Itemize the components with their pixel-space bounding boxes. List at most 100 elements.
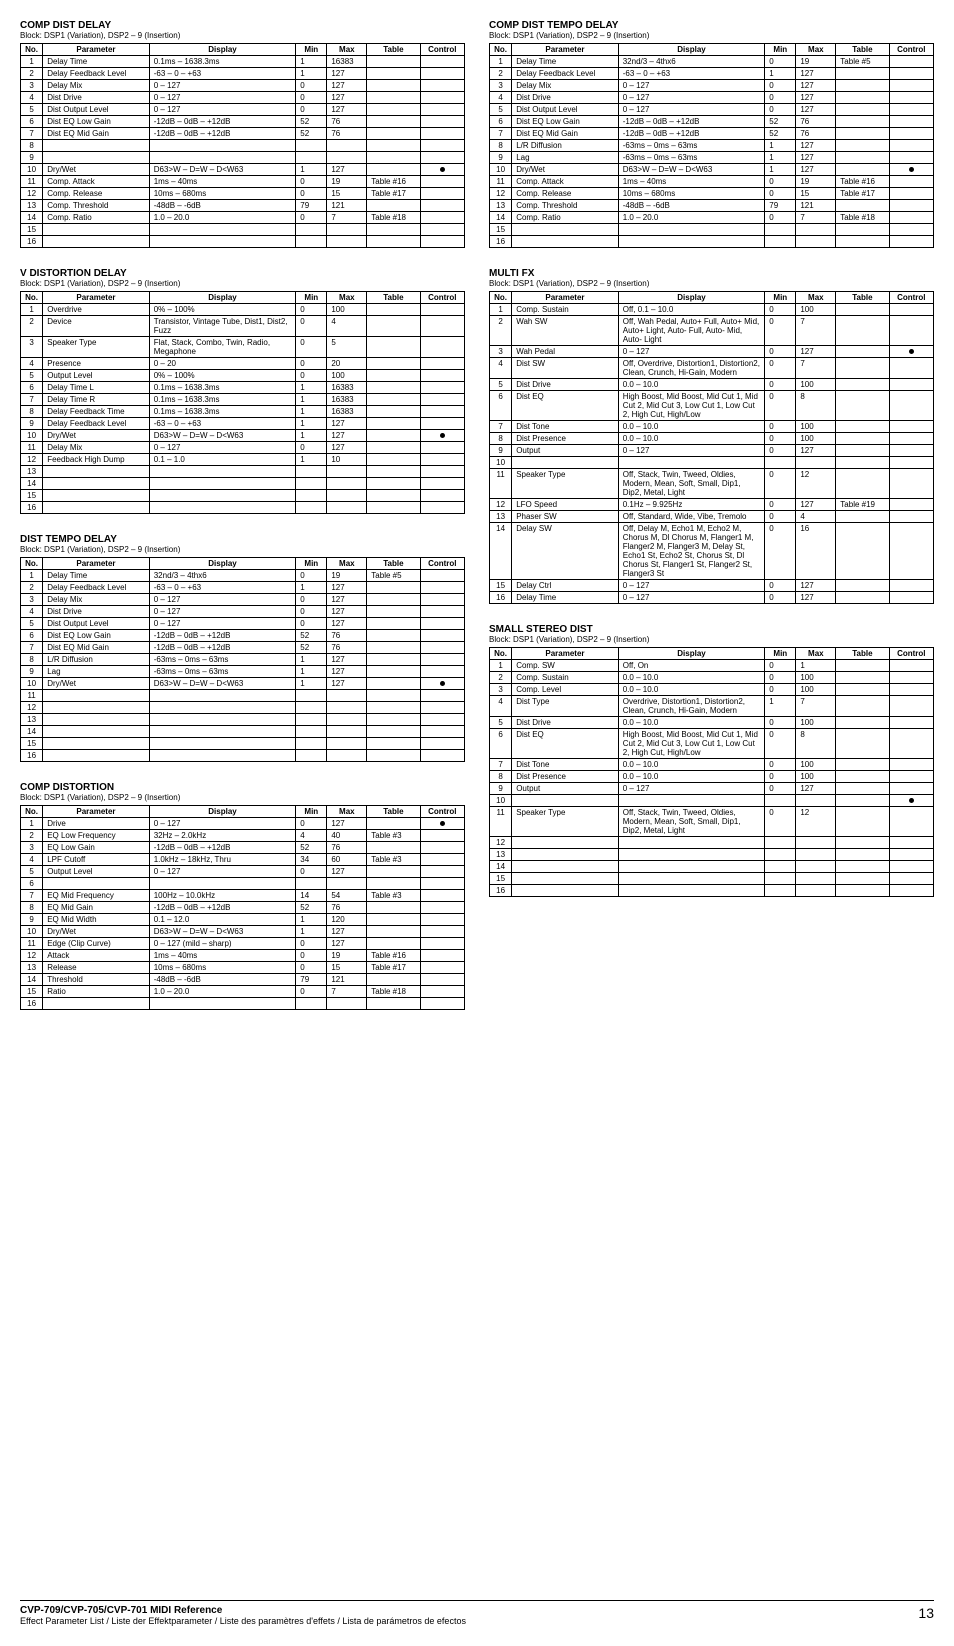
table-cell: 3 <box>21 337 43 358</box>
table-row: 10Dry/WetD63>W – D=W – D<W631127 <box>21 926 465 938</box>
table-row: 4Presence0 – 20020 <box>21 358 465 370</box>
table-cell: 7 <box>490 759 512 771</box>
table-row: 2Wah SWOff, Wah Pedal, Auto+ Full, Auto+… <box>490 316 934 346</box>
table-cell: 76 <box>327 630 367 642</box>
table-cell <box>889 391 933 421</box>
table-cell: 0.0 – 10.0 <box>618 672 765 684</box>
column-header: Display <box>618 44 765 56</box>
table-cell: 0 <box>296 618 327 630</box>
table-cell: 0 <box>296 337 327 358</box>
table-cell <box>420 866 464 878</box>
table-cell: 11 <box>21 690 43 702</box>
table-cell <box>618 457 765 469</box>
table-cell: 100Hz – 10.0kHz <box>149 890 296 902</box>
table-cell <box>420 738 464 750</box>
table-cell <box>43 224 150 236</box>
table-cell: 0 <box>765 104 796 116</box>
table-cell <box>420 702 464 714</box>
table-cell <box>296 998 327 1010</box>
column-header: Max <box>796 648 836 660</box>
table-cell: 76 <box>327 642 367 654</box>
table-row: 6Dist EQ Low Gain-12dB – 0dB – +12dB5276 <box>21 116 465 128</box>
table-cell <box>889 68 933 80</box>
table-row: 10 <box>490 457 934 469</box>
table-cell <box>836 592 889 604</box>
table-cell: 121 <box>327 200 367 212</box>
table-row: 11Speaker TypeOff, Stack, Twin, Tweed, O… <box>490 807 934 837</box>
table-cell: -12dB – 0dB – +12dB <box>149 842 296 854</box>
table-cell <box>296 750 327 762</box>
table-cell: 1 <box>765 140 796 152</box>
table-cell <box>296 152 327 164</box>
table-cell <box>836 771 889 783</box>
column-header: Parameter <box>43 558 150 570</box>
table-cell <box>43 878 150 890</box>
table-row: 1Comp. SustainOff, 0.1 – 10.00100 <box>490 304 934 316</box>
table-cell: Dist EQ <box>512 729 619 759</box>
table-cell: Output Level <box>43 370 150 382</box>
table-cell: 16 <box>490 236 512 248</box>
table-cell <box>836 885 889 897</box>
table-cell: 0 <box>765 684 796 696</box>
page-number: 13 <box>918 1605 934 1621</box>
table-cell: 0 – 127 <box>618 445 765 457</box>
table-cell: Off, 0.1 – 10.0 <box>618 304 765 316</box>
table-cell <box>149 878 296 890</box>
table-cell: Comp. Release <box>43 188 150 200</box>
table-cell: Table #17 <box>367 962 420 974</box>
table-cell: High Boost, Mid Boost, Mid Cut 1, Mid Cu… <box>618 729 765 759</box>
table-row: 13Comp. Threshold-48dB – -6dB79121 <box>21 200 465 212</box>
table-cell: 1 <box>21 818 43 830</box>
column-header: No. <box>490 44 512 56</box>
table-cell <box>367 304 420 316</box>
table-row: 12Feedback High Dump0.1 – 1.0110 <box>21 454 465 466</box>
table-cell: 5 <box>490 104 512 116</box>
table-cell <box>367 337 420 358</box>
table-cell: Presence <box>43 358 150 370</box>
table-cell: Dist Drive <box>512 379 619 391</box>
table-cell: Device <box>43 316 150 337</box>
table-cell <box>889 176 933 188</box>
table-cell <box>836 837 889 849</box>
table-cell: 127 <box>327 164 367 176</box>
table-cell <box>836 660 889 672</box>
table-cell <box>367 80 420 92</box>
table-cell: 52 <box>296 842 327 854</box>
table-cell: Delay Mix <box>43 594 150 606</box>
table-row: 3Delay Mix0 – 1270127 <box>21 594 465 606</box>
table-cell: 52 <box>296 128 327 140</box>
table-cell: 7 <box>796 212 836 224</box>
table-cell: Off, Overdrive, Distortion1, Distortion2… <box>618 358 765 379</box>
table-row: 10Dry/WetD63>W – D=W – D<W631127 <box>21 164 465 176</box>
table-cell: 121 <box>327 974 367 986</box>
table-cell: 15 <box>21 986 43 998</box>
table-cell <box>420 594 464 606</box>
table-cell: 10ms – 680ms <box>618 188 765 200</box>
table-cell <box>889 771 933 783</box>
table-cell: Table #16 <box>367 176 420 188</box>
table-cell: 20 <box>327 358 367 370</box>
table-cell: 0 <box>765 592 796 604</box>
table-cell <box>327 998 367 1010</box>
table-row: 6Delay Time L0.1ms – 1638.3ms116383 <box>21 382 465 394</box>
table-row: 8L/R Diffusion-63ms – 0ms – 63ms1127 <box>21 654 465 666</box>
column-header: Display <box>149 292 296 304</box>
table-cell: Speaker Type <box>43 337 150 358</box>
table-cell <box>420 418 464 430</box>
table-cell: 7 <box>21 128 43 140</box>
table-cell <box>889 316 933 346</box>
table-cell: 6 <box>21 382 43 394</box>
table-cell <box>367 702 420 714</box>
table-cell <box>512 861 619 873</box>
section-title: V DISTORTION DELAY <box>20 268 465 279</box>
table-cell: 16 <box>21 998 43 1010</box>
table-cell: Dry/Wet <box>43 926 150 938</box>
table-cell <box>367 690 420 702</box>
table-cell: 76 <box>796 128 836 140</box>
table-cell: 15 <box>490 873 512 885</box>
table-cell: 0 <box>765 729 796 759</box>
table-cell: 2 <box>490 316 512 346</box>
table-cell: -12dB – 0dB – +12dB <box>149 116 296 128</box>
table-cell <box>327 702 367 714</box>
table-cell <box>889 421 933 433</box>
